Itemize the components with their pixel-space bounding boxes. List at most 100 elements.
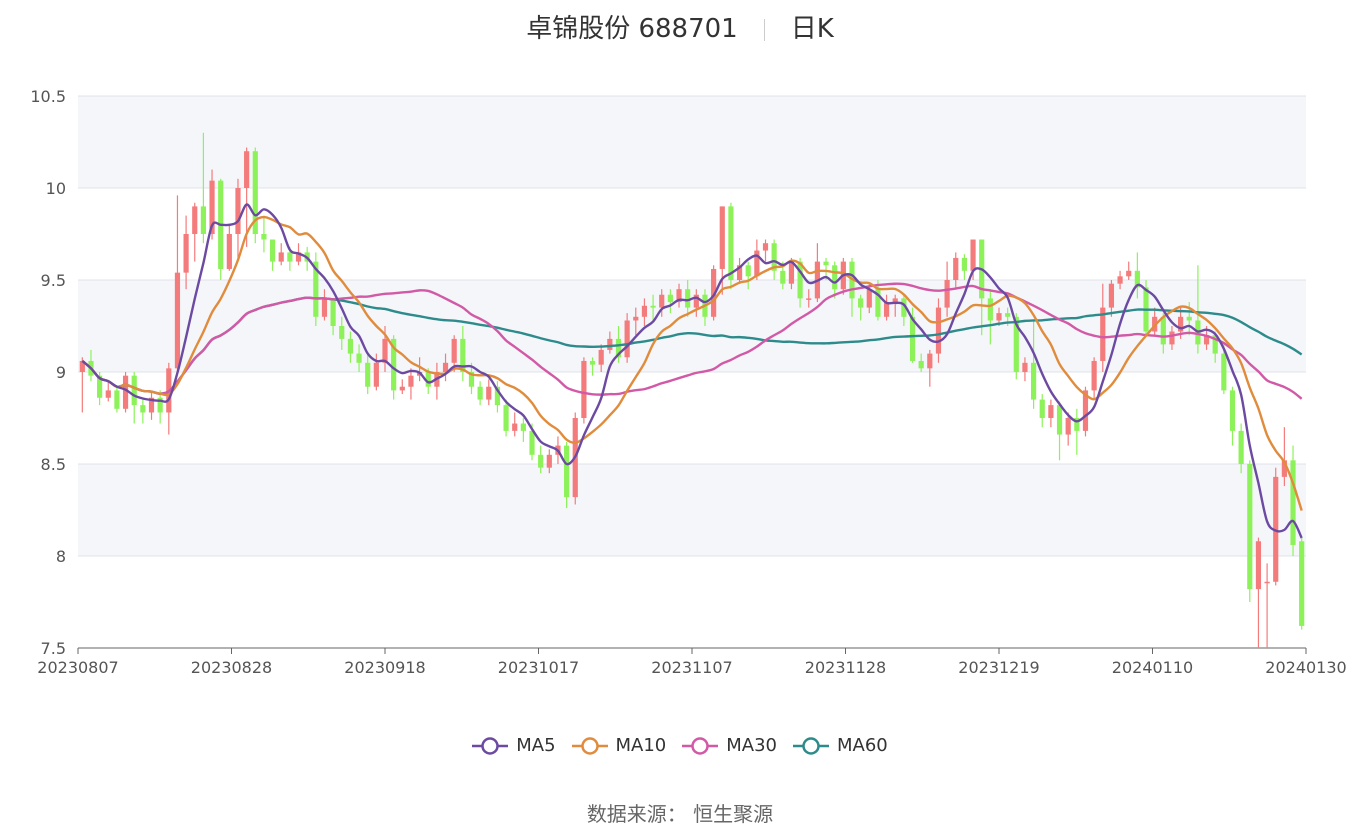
candle-body: [581, 360, 587, 418]
candle-body: [1255, 541, 1262, 590]
stock-name: 卓锦股份 688701: [526, 14, 738, 44]
candle-body: [122, 375, 129, 409]
candle-body: [183, 234, 189, 273]
candle-body: [1065, 418, 1071, 435]
legend-marker: [682, 736, 719, 755]
candle-body: [780, 270, 786, 284]
legend-item-ma60[interactable]: MA60: [793, 735, 888, 756]
candle-body: [1178, 316, 1184, 332]
candle-body: [866, 289, 872, 308]
candle-body: [1117, 276, 1123, 284]
y-tick-label: 9: [56, 363, 66, 382]
candle-body: [1005, 313, 1011, 317]
candle-body: [693, 294, 699, 308]
candle-body: [564, 445, 570, 498]
candle-body: [114, 390, 120, 409]
grid-band: [78, 96, 1306, 188]
candle-body: [711, 268, 717, 317]
candle-body: [425, 372, 431, 387]
candle-body: [589, 360, 596, 365]
candle-body: [650, 305, 656, 308]
title-separator: [763, 18, 765, 41]
candle-body: [391, 338, 397, 391]
candle-body: [442, 362, 449, 372]
candle-body: [1056, 405, 1063, 435]
candle-body: [157, 397, 163, 413]
candle-body: [728, 206, 734, 280]
candle-body: [1247, 464, 1253, 590]
ma5-line: [81, 203, 1303, 539]
candle-body: [607, 338, 613, 350]
candle-body: [788, 261, 795, 284]
candle-body: [140, 405, 146, 413]
candle-body: [1082, 390, 1089, 431]
candle-body: [451, 338, 457, 363]
candle-body: [719, 206, 725, 269]
candle-body: [1203, 335, 1210, 345]
candle-body: [486, 386, 492, 400]
candle-body: [762, 243, 769, 251]
data-source: 数据来源： 恒生聚源: [586, 802, 774, 826]
candle-body: [529, 430, 535, 455]
x-tick-label: 20231017: [498, 658, 579, 677]
x-tick-label: 20240130: [1265, 658, 1346, 677]
candle-body: [287, 252, 293, 262]
candle-body: [356, 353, 362, 363]
candle-body: [667, 294, 673, 303]
chart-title: 卓锦股份 688701 日K: [0, 8, 1360, 45]
candle-body: [1039, 399, 1045, 418]
y-tick-label: 9.5: [41, 271, 66, 290]
candle-body: [269, 239, 276, 262]
candle-body: [806, 298, 812, 300]
candle-body: [883, 302, 890, 317]
x-tick-label: 20231219: [958, 658, 1039, 677]
candle-body: [996, 313, 1002, 321]
candle-body: [468, 372, 475, 387]
candle-body: [1074, 418, 1080, 431]
candle-body: [512, 423, 518, 431]
legend-label: MA60: [837, 735, 888, 756]
legend-marker: [571, 736, 608, 755]
candle-body: [970, 239, 976, 271]
candle-body: [460, 338, 466, 372]
candle-body: [261, 234, 267, 240]
candle-body: [1022, 362, 1028, 372]
x-tick-label: 20230828: [191, 658, 272, 677]
candle-body: [192, 206, 198, 234]
candle-body: [408, 375, 414, 387]
candle-body: [832, 265, 838, 290]
candle-body: [1048, 405, 1054, 418]
legend-label: MA30: [726, 735, 778, 756]
candle-body: [641, 305, 648, 317]
candle-body: [494, 386, 501, 406]
legend-marker: [793, 736, 830, 755]
legend-item-ma5[interactable]: MA5: [472, 735, 556, 756]
candle-body: [624, 320, 630, 358]
candle-body: [278, 252, 284, 262]
candle-body: [901, 298, 907, 317]
candle-body: [1030, 362, 1037, 400]
candle-body: [148, 397, 155, 413]
legend-label: MA10: [615, 735, 667, 756]
ma30-line: [81, 282, 1303, 400]
candle-body: [1238, 430, 1244, 464]
legend: MA5 MA10 MA30 MA60: [0, 735, 1360, 761]
candle-body: [330, 298, 336, 326]
y-tick-label: 10: [46, 179, 66, 198]
candle-body: [244, 151, 250, 188]
candle-body: [1134, 270, 1140, 288]
candle-body: [1212, 335, 1218, 354]
candle-body: [520, 423, 526, 431]
legend-label: MA5: [516, 735, 556, 756]
legend-item-ma10[interactable]: MA10: [571, 735, 667, 756]
candle-body: [745, 265, 751, 277]
legend-item-ma30[interactable]: MA30: [682, 735, 777, 756]
candle-body: [676, 289, 682, 303]
candle-body: [987, 298, 993, 321]
candle-body: [105, 390, 111, 398]
candle-body: [823, 261, 829, 266]
candle-body: [235, 188, 241, 234]
candle-body: [659, 294, 665, 308]
candle-body: [373, 362, 379, 387]
